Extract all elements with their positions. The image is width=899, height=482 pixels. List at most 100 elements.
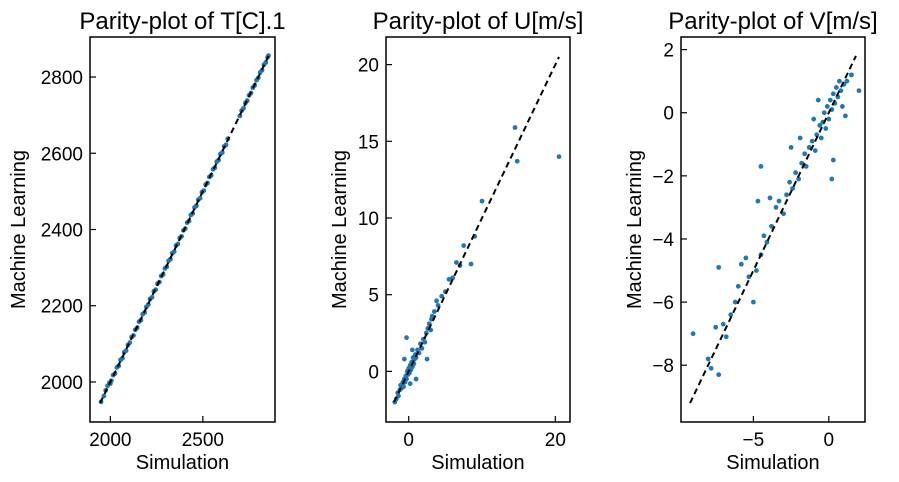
y-tick-label: 10	[358, 209, 379, 230]
parity-plot-3: Parity-plot of V[m/s] −5 0 −8 −6 −4 −2 0 2 Simula…	[624, 8, 878, 474]
y-tick-label: 2600	[41, 144, 83, 165]
data-point	[119, 355, 125, 361]
data-point	[856, 88, 862, 94]
data-point	[815, 97, 821, 103]
y-tick-label: −6	[652, 293, 674, 314]
y-tick-label: 5	[368, 286, 379, 307]
data-point	[171, 249, 177, 255]
x-tick-label: 0	[824, 430, 835, 451]
data-point	[802, 151, 808, 157]
data-point	[755, 198, 761, 204]
x-tick-label: −5	[743, 430, 765, 451]
data-point	[830, 157, 836, 163]
axes-frame	[385, 36, 571, 423]
y-axis-label: Machine Learning	[329, 150, 351, 309]
data-point	[823, 126, 829, 131]
data-point	[219, 150, 225, 155]
data-point	[758, 163, 764, 169]
data-point	[797, 135, 803, 141]
x-axis-label: Simulation	[726, 452, 819, 474]
data-point	[790, 186, 796, 191]
y-tick-label: 0	[663, 104, 674, 125]
data-point	[713, 324, 719, 330]
y-axis-label: Machine Learning	[8, 150, 30, 309]
data-point	[787, 179, 792, 185]
y-tick-label: 0	[368, 362, 379, 383]
data-point	[149, 294, 155, 300]
data-point	[514, 158, 520, 164]
data-point	[784, 192, 789, 198]
data-point	[413, 376, 419, 382]
data-point	[404, 335, 409, 341]
data-point	[754, 268, 759, 273]
y-tick-label: −8	[652, 356, 674, 377]
data-point	[241, 105, 246, 111]
data-point	[750, 299, 756, 305]
data-point	[761, 233, 767, 239]
y-tick-label: 15	[358, 132, 379, 153]
data-point	[720, 321, 726, 327]
data-point	[479, 198, 485, 204]
data-point	[450, 275, 456, 281]
data-point	[773, 205, 779, 210]
x-axis-label: Simulation	[431, 452, 524, 474]
data-point	[446, 276, 452, 282]
data-point	[829, 176, 835, 182]
data-point	[842, 113, 848, 119]
data-point	[830, 91, 836, 97]
data-point	[809, 138, 815, 144]
y-tick-label: −2	[652, 167, 674, 188]
data-point	[788, 145, 794, 150]
data-point	[793, 170, 799, 176]
data-point	[796, 176, 802, 182]
data-point	[723, 334, 729, 340]
data-point	[424, 356, 430, 362]
y-tick-label: 2000	[41, 373, 83, 394]
data-point	[453, 260, 459, 265]
data-point	[197, 195, 203, 201]
plot-title: Parity-plot of U[m/s]	[373, 8, 584, 35]
data-point	[743, 255, 749, 261]
data-point	[434, 298, 439, 304]
y-tick-label: 20	[358, 56, 379, 77]
data-point	[827, 97, 833, 103]
y-tick-label: 2400	[41, 221, 83, 242]
data-point	[732, 299, 738, 305]
y-tick-label: 2200	[41, 297, 83, 318]
data-point	[811, 116, 817, 122]
data-point	[776, 198, 782, 204]
data-point	[814, 132, 820, 138]
data-point	[439, 293, 445, 299]
data-point	[728, 312, 734, 318]
data-point	[806, 145, 812, 150]
data-point	[781, 211, 786, 217]
data-point	[833, 85, 839, 90]
data-point	[101, 393, 107, 399]
data-point	[826, 116, 832, 122]
data-points	[690, 72, 862, 378]
x-tick-label: 2000	[89, 430, 131, 451]
plot-title: Parity-plot of T[C].1	[79, 8, 285, 35]
data-point	[817, 122, 823, 128]
data-point	[803, 163, 809, 169]
x-tick-label: 20	[545, 430, 566, 451]
data-point	[690, 331, 696, 337]
data-point	[799, 160, 805, 166]
data-point	[824, 104, 830, 109]
data-point	[849, 72, 854, 78]
x-tick-label: 2500	[182, 430, 224, 451]
data-point	[767, 195, 773, 201]
data-point	[818, 135, 824, 141]
data-point	[839, 104, 845, 109]
data-points	[392, 125, 562, 405]
parity-plot-1: Parity-plot of T[C].1 2000 2500 2000 2200 240…	[8, 8, 286, 474]
data-point	[708, 365, 714, 371]
y-tick-label: −4	[652, 230, 674, 251]
data-point	[769, 223, 774, 229]
data-point	[409, 347, 415, 353]
data-point	[512, 125, 518, 130]
data-point	[123, 348, 129, 354]
x-axis-label: Simulation	[136, 452, 229, 474]
data-point	[716, 372, 722, 378]
